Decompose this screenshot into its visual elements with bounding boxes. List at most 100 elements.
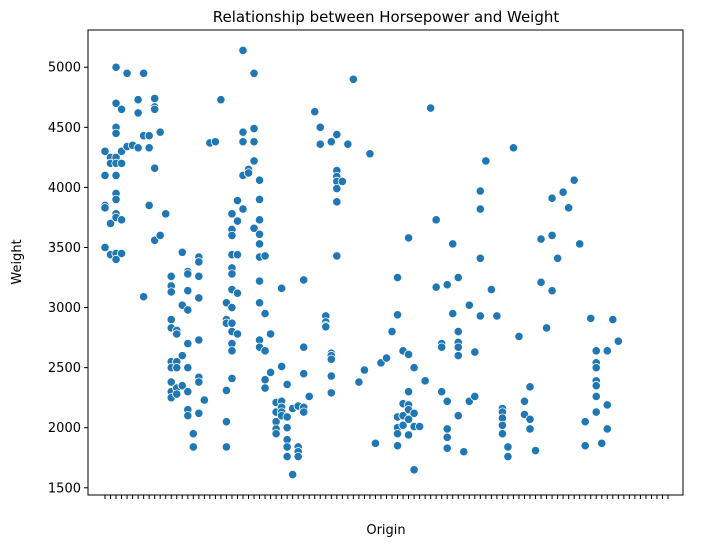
data-point (221, 417, 232, 427)
data-point (177, 247, 187, 257)
data-point (437, 342, 447, 352)
data-point (475, 204, 485, 214)
data-point (569, 175, 579, 185)
data-point (547, 230, 557, 241)
data-point (453, 272, 463, 283)
data-point (392, 272, 403, 283)
data-point (254, 298, 265, 308)
y-tick-label: 3000 (48, 301, 81, 316)
data-point (591, 407, 601, 417)
data-point (254, 175, 265, 185)
data-point (392, 441, 403, 451)
data-point (221, 385, 232, 396)
data-point (299, 342, 309, 352)
data-point (381, 353, 392, 363)
data-point (172, 363, 182, 373)
data-point (116, 248, 127, 259)
data-point (188, 429, 198, 439)
data-point (575, 239, 585, 249)
data-point (282, 423, 292, 433)
data-point (249, 123, 259, 134)
data-point (183, 339, 193, 349)
data-point (227, 302, 237, 313)
data-point (183, 286, 193, 296)
y-tick-label: 2500 (48, 361, 81, 376)
data-point (232, 250, 243, 260)
data-point (508, 143, 519, 153)
data-point (282, 451, 292, 462)
data-point (232, 288, 243, 298)
data-points (100, 45, 623, 480)
data-point (265, 329, 276, 339)
data-point (243, 168, 254, 178)
data-point (453, 342, 463, 352)
data-point (299, 369, 309, 379)
data-point (144, 200, 154, 211)
data-point (271, 429, 281, 439)
data-point (608, 314, 618, 325)
data-point (177, 381, 187, 391)
data-point (183, 387, 193, 397)
data-point (426, 103, 436, 113)
data-point (188, 442, 198, 452)
y-tick-label: 3500 (48, 241, 81, 256)
data-point (227, 230, 237, 241)
data-point (155, 230, 165, 241)
y-axis: 1500 2000 2500 3000 3500 4000 4500 5000 (48, 61, 88, 496)
y-tick-label: 4500 (48, 121, 81, 136)
data-point (503, 451, 513, 462)
data-point (249, 156, 259, 166)
data-point (332, 251, 342, 261)
data-point (116, 215, 127, 225)
chart-title: Relationship between Horsepower and Weig… (213, 8, 560, 26)
data-point (210, 137, 220, 147)
data-point (133, 95, 143, 105)
data-point (486, 284, 496, 295)
data-point (100, 146, 110, 156)
data-point (536, 277, 546, 287)
data-point (348, 74, 358, 84)
x-axis (104, 495, 669, 499)
data-point (116, 104, 127, 114)
data-point (530, 445, 541, 456)
data-point (475, 186, 485, 196)
data-point (194, 408, 204, 418)
data-point (111, 254, 121, 265)
data-point (227, 346, 237, 356)
data-point (459, 447, 469, 457)
data-point (492, 311, 502, 321)
data-point (238, 204, 248, 214)
data-point (315, 139, 325, 149)
data-point (442, 280, 452, 290)
data-point (409, 363, 419, 373)
data-point (541, 323, 552, 333)
data-point (172, 389, 182, 399)
data-point (321, 322, 331, 332)
data-point (299, 407, 309, 417)
data-point (293, 451, 303, 462)
data-point (249, 137, 259, 147)
data-point (420, 376, 430, 386)
data-point (326, 388, 336, 398)
data-point (194, 377, 204, 387)
data-point (580, 441, 590, 451)
data-point (144, 143, 154, 153)
data-point (514, 331, 524, 341)
data-point (216, 95, 226, 105)
data-point (431, 282, 441, 292)
data-point (343, 139, 353, 149)
data-point (277, 361, 287, 372)
data-point (260, 308, 270, 319)
data-point (105, 218, 116, 229)
data-point (392, 429, 403, 439)
data-point (315, 122, 325, 132)
data-point (254, 215, 265, 225)
plot-frame (87, 29, 684, 496)
y-tick-label: 5000 (48, 61, 81, 76)
data-point (172, 329, 182, 339)
data-point (481, 156, 491, 166)
data-point (437, 387, 447, 397)
data-point (403, 233, 414, 243)
data-point (580, 417, 590, 427)
